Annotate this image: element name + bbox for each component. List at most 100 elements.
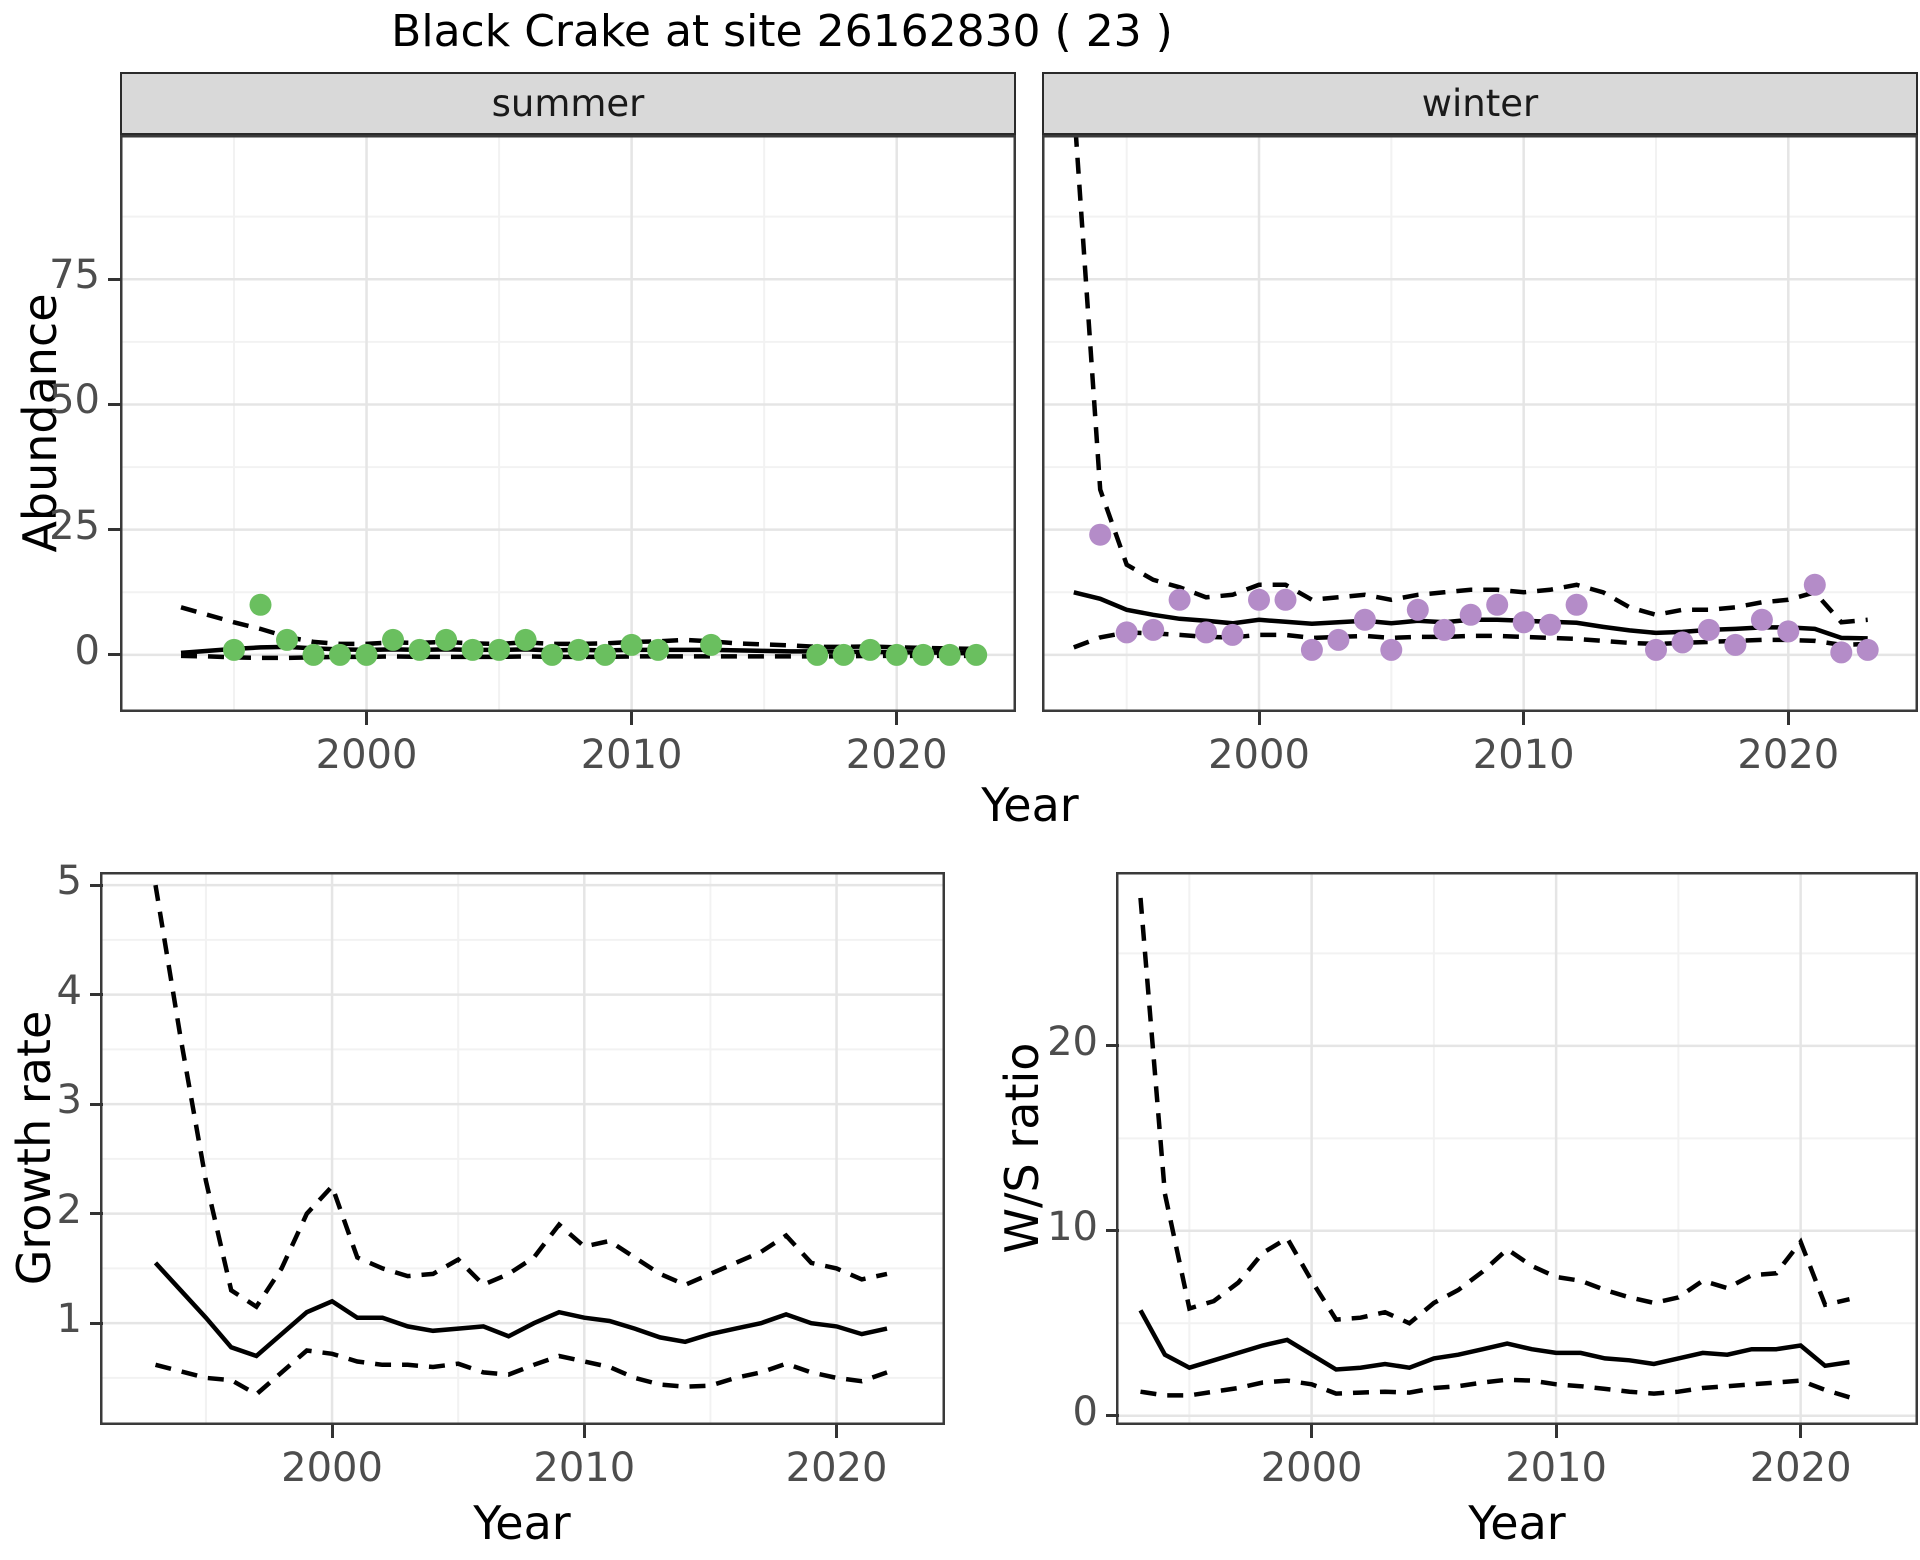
y-tick-label: 50: [49, 377, 100, 424]
panel-growth: [100, 872, 945, 1425]
winter-data-point: [1777, 620, 1800, 643]
x-tick-label: 2000: [315, 732, 418, 778]
y-tick-mark: [108, 277, 121, 281]
summer-data-point: [408, 638, 431, 661]
summer-data-point: [435, 628, 458, 651]
x-tick-mark: [582, 1425, 586, 1438]
panel-summer: [120, 135, 1016, 712]
winter-data-point: [1353, 608, 1376, 631]
x-tick-label: 2020: [1737, 732, 1840, 778]
y-tick-mark: [90, 883, 103, 887]
winter-data-point: [1274, 588, 1297, 611]
ws-lower-line: [1140, 1377, 1851, 1400]
winter-data-point: [1406, 598, 1429, 621]
winter-data-point: [1168, 588, 1191, 611]
x-axis-title-ws: Year: [1468, 1496, 1566, 1550]
summer-data-point: [249, 593, 272, 616]
winter-data-point: [1565, 593, 1588, 616]
winter-data-point: [1750, 608, 1773, 631]
y-tick-label: 75: [49, 252, 100, 299]
winter-data-point: [1830, 641, 1853, 664]
winter-data-point: [1539, 613, 1562, 636]
summer-data-point: [329, 643, 351, 666]
summer-data-point: [647, 638, 670, 661]
x-tick-mark: [365, 712, 369, 725]
x-tick-mark: [895, 712, 899, 725]
summer-data-point: [806, 643, 829, 666]
y-tick-label: 2: [56, 1186, 82, 1233]
plot-area-summer: [120, 135, 1016, 712]
winter-upper-line: [1073, 135, 1868, 625]
ws-upper-line: [1138, 897, 1851, 1326]
x-tick-mark: [1554, 1425, 1558, 1438]
summer-data-point: [700, 633, 723, 656]
winter-data-point: [1856, 638, 1879, 661]
x-axis-title-top: Year: [981, 778, 1079, 832]
y-tick-mark: [1106, 1414, 1119, 1418]
winter-data-point: [1486, 593, 1509, 616]
summer-data-point: [461, 638, 484, 661]
summer-data-point: [276, 628, 298, 651]
winter-data-point: [1300, 638, 1323, 661]
y-tick-label: 20: [1047, 1018, 1098, 1065]
y-axis-title-growth-rate: Growth rate: [7, 1010, 61, 1286]
winter-points: [1089, 523, 1879, 664]
x-tick-mark: [1522, 712, 1526, 725]
summer-data-point: [541, 643, 564, 666]
plot-area-winter: [1042, 135, 1918, 712]
summer-points: [223, 593, 988, 666]
y-tick-label: 25: [49, 502, 100, 549]
summer-data-point: [885, 643, 908, 666]
winter-data-point: [1724, 633, 1747, 656]
x-tick-label: 2020: [1749, 1445, 1852, 1491]
winter-data-point: [1248, 588, 1270, 611]
x-tick-label: 2010: [533, 1445, 636, 1491]
growth-mean-line: [153, 1261, 888, 1359]
y-tick-mark: [108, 402, 121, 406]
y-tick-mark: [90, 993, 103, 997]
summer-data-point: [223, 638, 245, 661]
y-tick-mark: [1106, 1229, 1119, 1233]
y-tick-label: 1: [56, 1296, 82, 1343]
winter-data-point: [1433, 618, 1456, 641]
winter-data-point: [1645, 638, 1667, 661]
summer-data-point: [859, 638, 882, 661]
summer-upper-line: [180, 605, 977, 652]
winter-data-point: [1221, 623, 1244, 646]
y-tick-mark: [108, 528, 121, 532]
plot-area-ws: [1116, 872, 1918, 1425]
x-tick-mark: [1257, 712, 1261, 725]
x-tick-label: 2000: [281, 1445, 383, 1491]
winter-data-point: [1142, 618, 1165, 641]
winter-data-point: [1195, 621, 1218, 644]
y-tick-mark: [90, 1102, 103, 1106]
facet-strip-summer: summer: [120, 72, 1016, 135]
plot-area-growth: [100, 872, 945, 1425]
x-tick-label: 2010: [1472, 732, 1575, 778]
x-tick-label: 2020: [785, 1445, 888, 1491]
y-tick-mark: [90, 1321, 103, 1325]
summer-data-point: [488, 638, 511, 661]
winter-data-point: [1803, 573, 1826, 596]
panel-winter: [1042, 135, 1918, 712]
y-tick-label: 0: [1072, 1388, 1098, 1435]
summer-data-point: [302, 643, 325, 666]
summer-data-point: [620, 633, 643, 656]
y-tick-label: 0: [74, 627, 100, 674]
summer-data-point: [382, 628, 404, 651]
growth-upper-line: [153, 884, 888, 1310]
x-tick-label: 2010: [580, 732, 683, 778]
gridlines-ws: [1116, 872, 1918, 1425]
y-tick-label: 3: [56, 1077, 82, 1124]
x-tick-mark: [1310, 1425, 1314, 1438]
x-tick-mark: [1786, 712, 1790, 725]
summer-data-point: [355, 643, 378, 666]
winter-data-point: [1380, 638, 1403, 661]
summer-data-point: [567, 638, 590, 661]
x-tick-mark: [835, 1425, 839, 1438]
winter-data-point: [1671, 631, 1694, 654]
x-tick-mark: [1799, 1425, 1803, 1438]
y-tick-mark: [108, 653, 121, 657]
facet-strip-winter: winter: [1042, 72, 1918, 135]
y-tick-mark: [90, 1212, 103, 1216]
